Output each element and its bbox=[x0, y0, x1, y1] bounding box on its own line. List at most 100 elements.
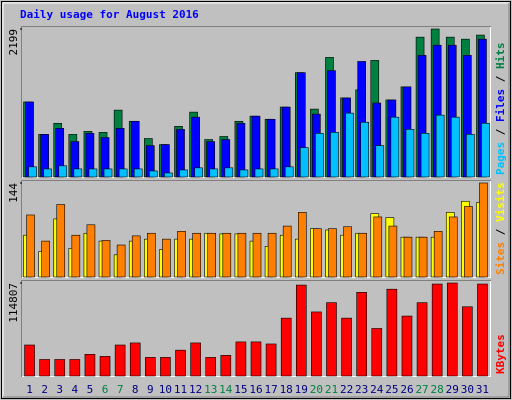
bar bbox=[147, 232, 156, 278]
legend-entry: Visits bbox=[494, 182, 507, 222]
bar bbox=[222, 232, 232, 278]
bar bbox=[386, 288, 398, 377]
bar bbox=[254, 168, 264, 178]
legend: Sites / Visits bbox=[494, 182, 507, 275]
bar bbox=[435, 114, 445, 178]
x-tick-label: 3 bbox=[56, 383, 63, 396]
bar bbox=[282, 225, 292, 278]
x-tick-label: 26 bbox=[400, 383, 413, 396]
x-tick-label: 25 bbox=[385, 383, 398, 396]
bar bbox=[281, 106, 291, 178]
bar bbox=[99, 356, 111, 377]
bar bbox=[236, 122, 246, 178]
bar bbox=[464, 206, 473, 278]
legend-entry: Pages bbox=[494, 142, 507, 175]
bar bbox=[145, 357, 156, 377]
chart-title: Daily usage for August 2016 bbox=[20, 8, 199, 21]
bar bbox=[418, 236, 428, 278]
bar bbox=[315, 133, 324, 178]
y-tick-label: 114807 bbox=[7, 283, 20, 323]
bar bbox=[224, 167, 234, 178]
bar bbox=[251, 115, 261, 178]
bar bbox=[388, 225, 398, 278]
bar bbox=[192, 232, 201, 278]
bar bbox=[360, 121, 369, 178]
bar bbox=[341, 317, 352, 377]
bar bbox=[328, 228, 337, 278]
x-tick-label: 31 bbox=[476, 383, 489, 396]
x-tick-label: 21 bbox=[325, 383, 338, 396]
bar bbox=[205, 357, 217, 377]
x-tick-label: 2 bbox=[41, 383, 48, 396]
x-tick-label: 8 bbox=[132, 383, 139, 396]
bar bbox=[390, 116, 400, 178]
bar bbox=[116, 244, 126, 278]
bar bbox=[41, 240, 50, 278]
legend-entry: Sites bbox=[494, 242, 507, 275]
bar bbox=[326, 302, 337, 377]
bar bbox=[161, 144, 170, 178]
x-tick-label: 19 bbox=[295, 383, 308, 396]
bar bbox=[313, 228, 322, 278]
x-tick-label: 11 bbox=[174, 383, 187, 396]
x-tick-label: 9 bbox=[147, 383, 154, 396]
bar bbox=[481, 122, 490, 178]
legend-entry: Files bbox=[494, 89, 507, 122]
legend-entry: KBytes bbox=[494, 334, 507, 374]
bar bbox=[237, 232, 247, 278]
bar bbox=[73, 168, 83, 178]
x-tick-label: 18 bbox=[280, 383, 293, 396]
bar bbox=[43, 168, 52, 178]
bar bbox=[131, 235, 141, 278]
x-tick-label: 16 bbox=[249, 383, 262, 396]
x-tick-label: 5 bbox=[87, 383, 94, 396]
bar bbox=[284, 166, 294, 178]
bar bbox=[103, 168, 113, 178]
bar bbox=[450, 116, 460, 178]
bar bbox=[114, 344, 126, 377]
bar bbox=[297, 212, 307, 278]
bar bbox=[71, 234, 81, 278]
x-tick-label: 20 bbox=[310, 383, 323, 396]
bar bbox=[401, 315, 413, 377]
x-tick-label: 4 bbox=[72, 383, 79, 396]
bar bbox=[194, 167, 203, 178]
bar bbox=[26, 214, 35, 278]
legend-separator: / bbox=[494, 122, 507, 142]
bar bbox=[25, 101, 34, 178]
bar bbox=[446, 282, 458, 377]
x-tick-label: 17 bbox=[264, 383, 277, 396]
bar bbox=[179, 169, 188, 178]
x-tick-label: 7 bbox=[117, 383, 124, 396]
x-tick-label: 29 bbox=[446, 383, 459, 396]
bar bbox=[405, 129, 415, 178]
bar bbox=[266, 118, 276, 178]
x-tick-label: 23 bbox=[355, 383, 368, 396]
bar bbox=[345, 112, 354, 178]
bar bbox=[299, 147, 309, 178]
bar bbox=[56, 204, 66, 278]
bar bbox=[149, 170, 158, 178]
bar bbox=[239, 169, 249, 178]
bar bbox=[373, 216, 383, 278]
legend: KBytes bbox=[494, 334, 507, 374]
bar bbox=[39, 359, 50, 377]
bar bbox=[267, 232, 277, 278]
bar bbox=[86, 224, 96, 278]
bar bbox=[311, 311, 322, 377]
bar bbox=[343, 226, 352, 278]
bar bbox=[330, 132, 339, 178]
bar bbox=[88, 168, 98, 178]
bar bbox=[448, 216, 458, 278]
bar bbox=[177, 231, 186, 278]
legend: Pages / Files / Hits bbox=[494, 43, 507, 176]
bar bbox=[420, 133, 430, 178]
bar bbox=[250, 341, 262, 377]
bar bbox=[358, 232, 367, 278]
bar bbox=[431, 283, 443, 377]
bar bbox=[190, 342, 201, 377]
bar bbox=[433, 231, 443, 278]
bar bbox=[371, 328, 383, 377]
